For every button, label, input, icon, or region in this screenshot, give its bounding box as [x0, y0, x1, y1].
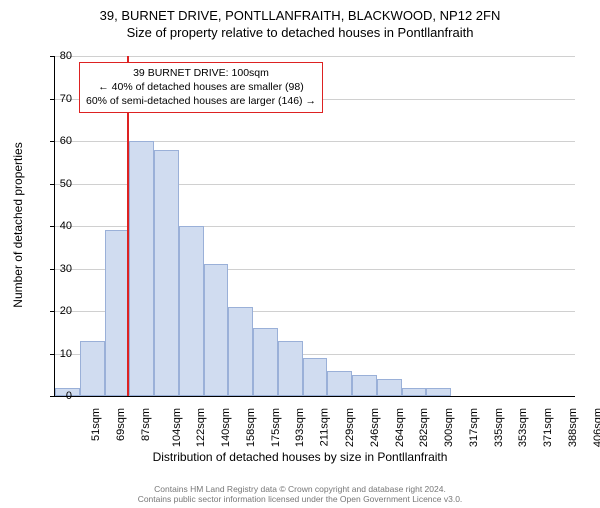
- y-tick-mark: [50, 354, 54, 355]
- info-box: 39 BURNET DRIVE: 100sqm ← 40% of detache…: [79, 62, 323, 113]
- x-tick-label: 193sqm: [295, 408, 307, 447]
- y-axis-title: Number of detached properties: [11, 135, 25, 315]
- y-tick-mark: [50, 56, 54, 57]
- histogram-bar: [303, 358, 328, 396]
- x-tick-label: 175sqm: [270, 408, 282, 447]
- x-tick-label: 264sqm: [394, 408, 406, 447]
- x-tick-label: 158sqm: [245, 408, 257, 447]
- histogram-bar: [426, 388, 451, 397]
- histogram-bar: [154, 150, 179, 397]
- x-tick-label: 104sqm: [171, 408, 183, 447]
- y-tick-mark: [50, 269, 54, 270]
- y-tick-mark: [50, 141, 54, 142]
- x-tick-label: 211sqm: [319, 408, 331, 446]
- y-tick-mark: [50, 184, 54, 185]
- footer-line1: Contains HM Land Registry data © Crown c…: [0, 484, 600, 495]
- histogram-bar: [179, 226, 204, 396]
- y-tick-label: 50: [52, 178, 72, 190]
- histogram-bar: [105, 230, 130, 396]
- histogram-bar: [80, 341, 105, 396]
- histogram-bar: [327, 371, 352, 397]
- histogram-bar: [278, 341, 303, 396]
- histogram-chart: 39 BURNET DRIVE: 100sqm ← 40% of detache…: [54, 56, 575, 397]
- y-tick-label: 80: [52, 50, 72, 62]
- x-tick-label: 229sqm: [344, 408, 356, 447]
- x-tick-label: 300sqm: [443, 408, 455, 447]
- x-tick-label: 69sqm: [115, 408, 127, 441]
- x-tick-label: 335sqm: [493, 408, 505, 447]
- y-tick-label: 70: [52, 93, 72, 105]
- histogram-bar: [204, 264, 229, 396]
- x-tick-label: 87sqm: [140, 408, 152, 441]
- x-tick-label: 353sqm: [517, 408, 529, 447]
- info-box-line3: 60% of semi-detached houses are larger (…: [86, 94, 316, 108]
- histogram-bar: [352, 375, 377, 396]
- x-tick-label: 406sqm: [592, 408, 600, 447]
- histogram-bar: [129, 141, 154, 396]
- histogram-bar: [228, 307, 253, 396]
- x-tick-label: 317sqm: [468, 408, 480, 447]
- y-tick-label: 40: [52, 220, 72, 232]
- footer-attribution: Contains HM Land Registry data © Crown c…: [0, 484, 600, 505]
- histogram-bar: [377, 379, 402, 396]
- x-tick-label: 140sqm: [220, 408, 232, 447]
- y-tick-label: 30: [52, 263, 72, 275]
- y-tick-label: 10: [52, 348, 72, 360]
- y-tick-label: 0: [52, 390, 72, 402]
- y-tick-mark: [50, 226, 54, 227]
- info-box-line1: 39 BURNET DRIVE: 100sqm: [86, 66, 316, 80]
- x-tick-label: 246sqm: [369, 408, 381, 447]
- y-tick-label: 20: [52, 305, 72, 317]
- y-tick-mark: [50, 396, 54, 397]
- page-title-main: 39, BURNET DRIVE, PONTLLANFRAITH, BLACKW…: [0, 8, 600, 23]
- x-tick-label: 388sqm: [567, 408, 579, 447]
- page-title-sub: Size of property relative to detached ho…: [0, 25, 600, 40]
- x-tick-label: 282sqm: [418, 408, 430, 447]
- histogram-bar: [402, 388, 427, 397]
- y-tick-mark: [50, 311, 54, 312]
- info-box-line2: ← 40% of detached houses are smaller (98…: [86, 80, 316, 94]
- x-tick-label: 51sqm: [90, 408, 102, 441]
- histogram-bar: [253, 328, 278, 396]
- grid-line: [55, 56, 575, 57]
- x-tick-label: 371sqm: [542, 408, 554, 447]
- x-tick-label: 122sqm: [196, 408, 208, 447]
- y-tick-mark: [50, 99, 54, 100]
- x-axis-title: Distribution of detached houses by size …: [0, 450, 600, 464]
- y-tick-label: 60: [52, 135, 72, 147]
